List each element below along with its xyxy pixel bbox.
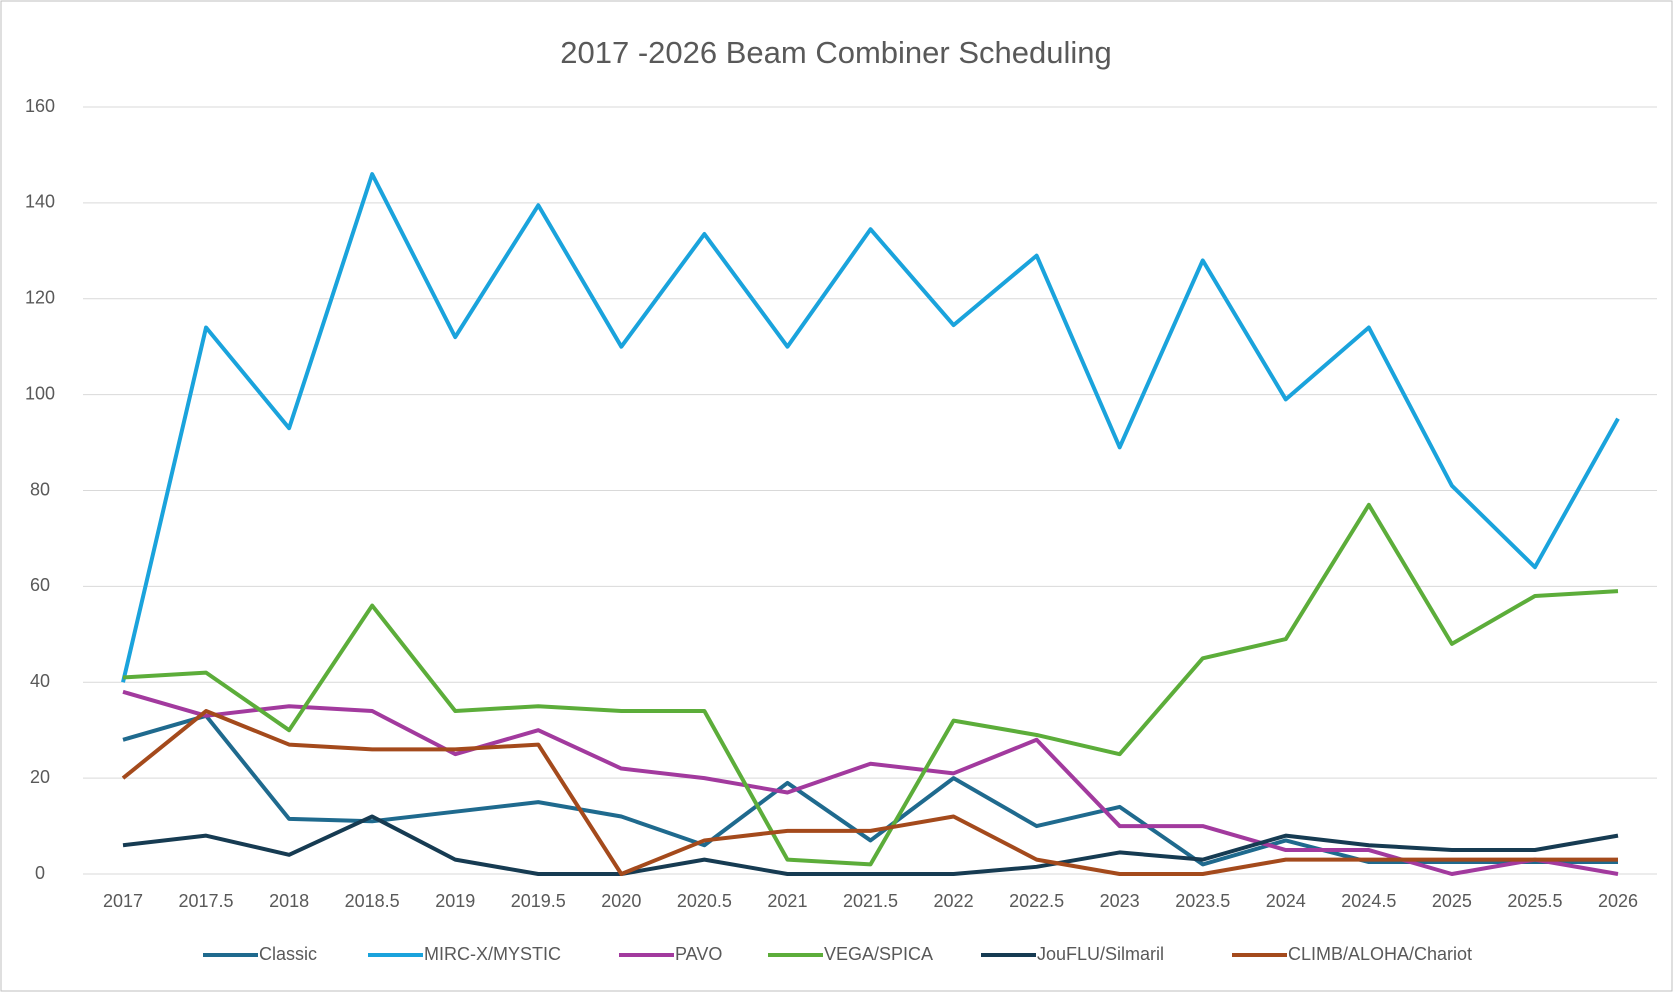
y-tick-label: 140	[25, 192, 55, 212]
x-tick-label: 2018	[269, 891, 309, 911]
legend-label: MIRC-X/MYSTIC	[424, 944, 561, 964]
legend-label: CLIMB/ALOHA/Chariot	[1288, 944, 1472, 964]
y-tick-label: 160	[25, 96, 55, 116]
y-tick-label: 40	[30, 671, 50, 691]
x-tick-label: 2021	[767, 891, 807, 911]
series-line	[121, 172, 1620, 683]
legend-label: VEGA/SPICA	[824, 944, 933, 964]
x-tick-label: 2025.5	[1507, 891, 1562, 911]
y-tick-label: 80	[30, 479, 50, 499]
x-tick-label: 2026	[1598, 891, 1638, 911]
x-tick-label: 2019.5	[511, 891, 566, 911]
x-tick-label: 2022	[934, 891, 974, 911]
x-tick-label: 2024.5	[1341, 891, 1396, 911]
x-tick-label: 2023.5	[1175, 891, 1230, 911]
y-tick-label: 120	[25, 288, 55, 308]
legend-label: PAVO	[675, 944, 722, 964]
series-line	[122, 814, 1619, 876]
x-tick-label: 2018.5	[345, 891, 400, 911]
legend-label: JouFLU/Silmaril	[1037, 944, 1164, 964]
series-line	[122, 713, 1618, 867]
series-line	[121, 709, 1618, 876]
x-tick-label: 2022.5	[1009, 891, 1064, 911]
x-tick-label: 2023	[1100, 891, 1140, 911]
x-tick-label: 2017	[103, 891, 143, 911]
chart-title: 2017 -2026 Beam Combiner Scheduling	[560, 35, 1111, 70]
x-tick-label: 2021.5	[843, 891, 898, 911]
y-tick-label: 0	[35, 863, 45, 883]
x-tick-label: 2024	[1266, 891, 1306, 911]
x-tick-label: 2019	[435, 891, 475, 911]
y-tick-label: 60	[30, 575, 50, 595]
legend-label: Classic	[259, 944, 317, 964]
x-tick-label: 2025	[1432, 891, 1472, 911]
x-tick-label: 2020.5	[677, 891, 732, 911]
y-tick-label: 100	[25, 383, 55, 403]
series-line	[122, 689, 1619, 876]
series-line	[122, 502, 1619, 867]
x-tick-label: 2017.5	[179, 891, 234, 911]
x-tick-label: 2020	[601, 891, 641, 911]
y-tick-label: 20	[30, 767, 50, 787]
